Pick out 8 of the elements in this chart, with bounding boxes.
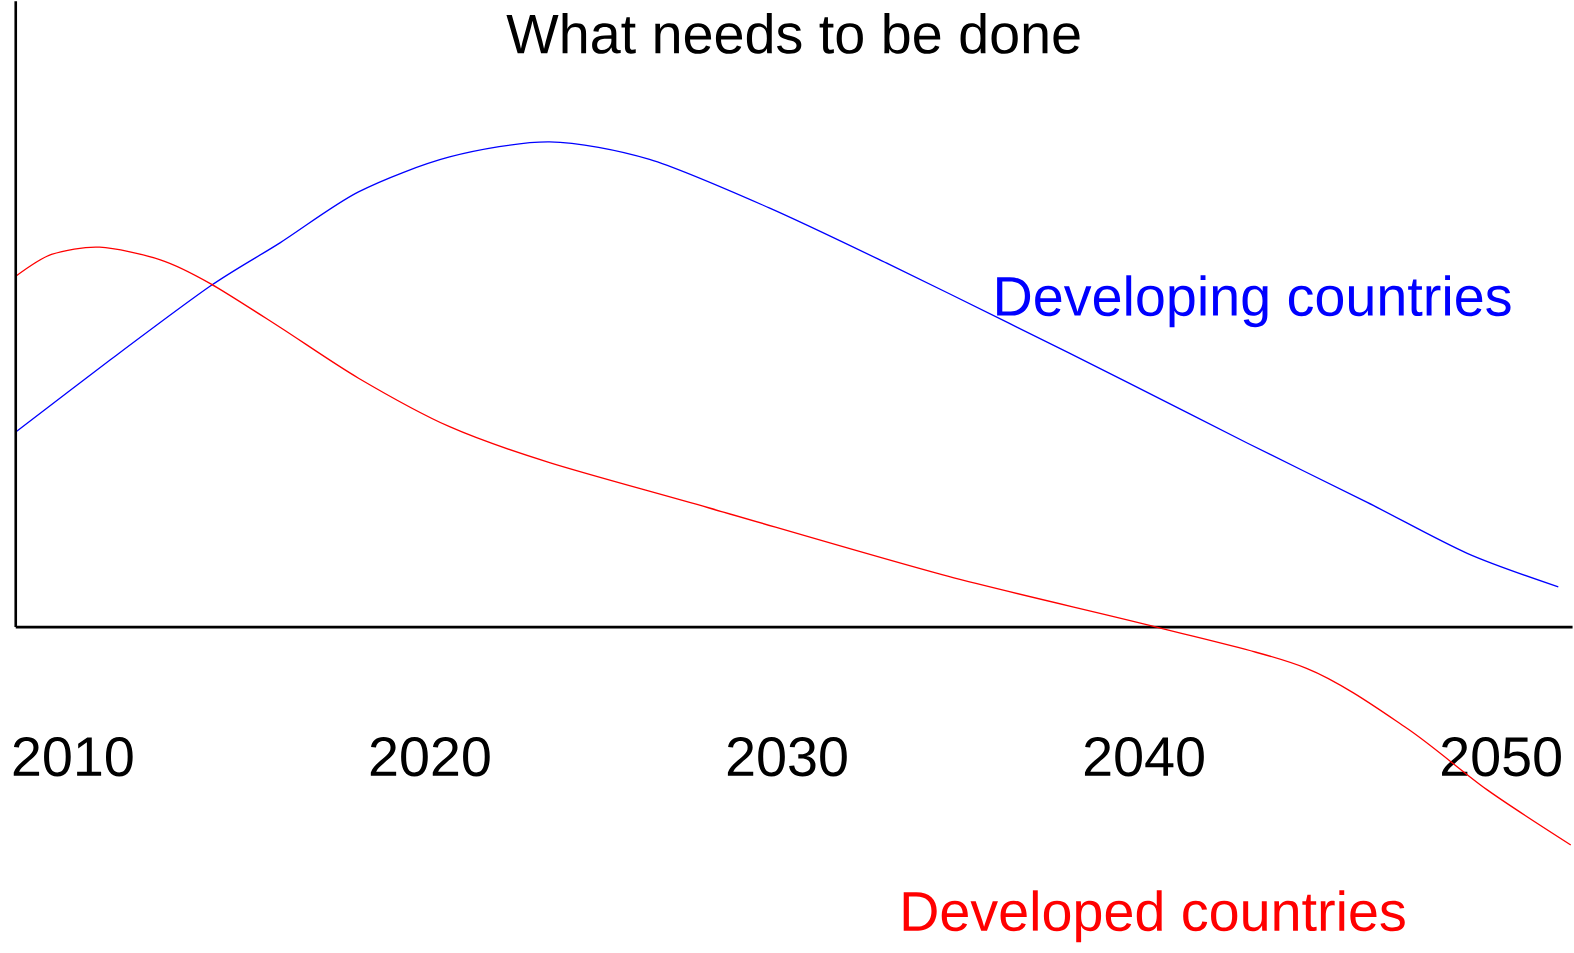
x-tick-label: 2040 xyxy=(1084,736,1204,777)
x-tick-label: 2030 xyxy=(727,736,847,777)
x-tick-label: 2010 xyxy=(13,736,133,777)
x-tick-label: 2050 xyxy=(1442,736,1561,777)
x-tick-label: 2020 xyxy=(370,736,490,777)
chart-title: What needs to be done xyxy=(506,12,1080,54)
text: Developed countries xyxy=(903,890,1405,943)
series-label: Developing countries xyxy=(997,275,1511,328)
